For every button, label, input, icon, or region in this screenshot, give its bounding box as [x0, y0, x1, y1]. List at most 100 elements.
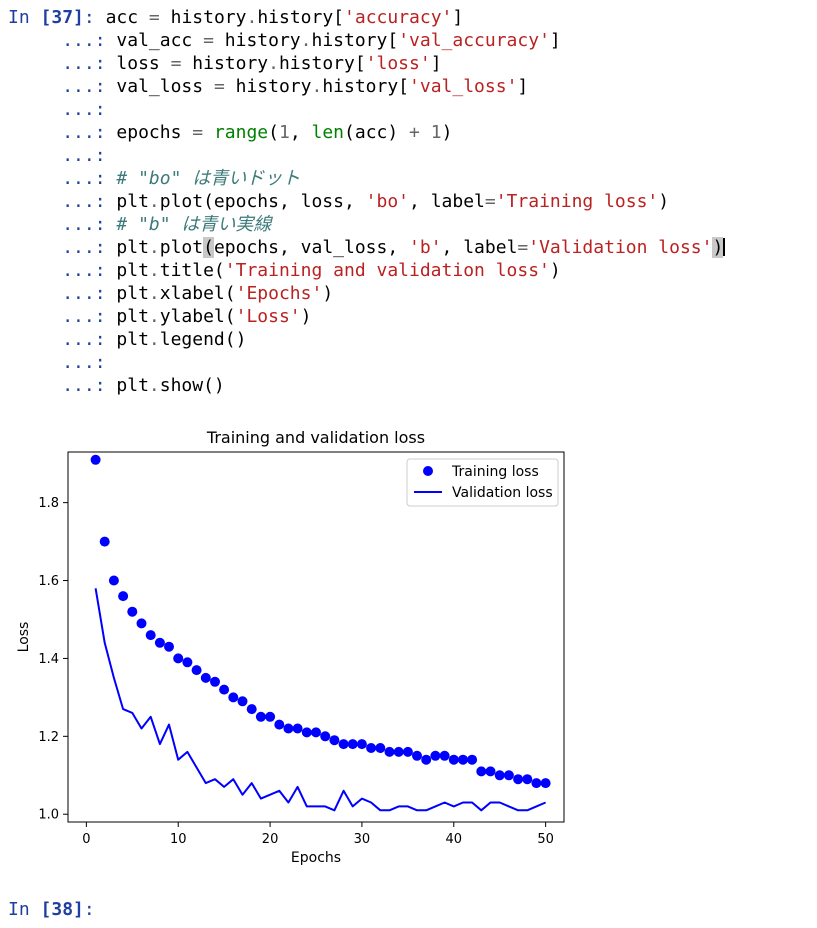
training-loss-point [118, 591, 129, 602]
training-loss-point [458, 754, 468, 765]
training-loss-point [154, 637, 165, 648]
x-tick-label: 20 [262, 832, 279, 847]
code-line-4[interactable]: ...: val_loss = history.history['val_los… [62, 76, 529, 97]
training-loss-point [182, 657, 193, 668]
continuation-prompt: ...: [62, 168, 106, 189]
code-line-14[interactable]: ...: plt.ylabel('Loss') [62, 306, 312, 327]
code-line-9[interactable]: ...: plt.plot(epochs, loss, 'bo', label=… [62, 191, 670, 212]
training-loss-point [366, 743, 377, 753]
training-loss-point [136, 618, 147, 629]
training-loss-point [384, 746, 395, 757]
training-loss-point [439, 750, 450, 761]
code-line-5[interactable]: ...: [8, 98, 106, 121]
training-loss-point [485, 766, 496, 777]
text-cursor [723, 238, 726, 256]
training-loss-point [412, 750, 422, 761]
y-tick-label: 1.8 [38, 496, 59, 511]
training-loss-point [540, 778, 551, 789]
continuation-prompt: ...: [62, 122, 106, 143]
continuation-prompt: ...: [62, 260, 106, 281]
continuation-prompt: ...: [62, 53, 106, 74]
input-prompt: In [37]: [8, 7, 95, 28]
training-loss-point [531, 778, 542, 789]
continuation-prompt: ...: [62, 352, 106, 373]
loss-chart: Training and validation loss 1.01.21.41.… [16, 428, 565, 866]
cell-border [0, 0, 5, 410]
x-tick-label: 0 [82, 832, 90, 847]
continuation-prompt: ...: [62, 99, 106, 120]
code-line-2[interactable]: ...: val_acc = history.history['val_accu… [62, 30, 561, 51]
training-loss-point [99, 536, 110, 547]
training-loss-point [246, 704, 257, 715]
training-loss-point [494, 770, 505, 781]
code-line-6[interactable]: ...: epochs = range(1, len(acc) + 1) [62, 122, 453, 143]
training-loss-point [393, 746, 404, 757]
continuation-prompt: ...: [62, 329, 106, 350]
code-line-11[interactable]: ...: plt.plot(epochs, val_loss, 'b', lab… [62, 237, 726, 258]
code-line-10[interactable]: ...: # "b" は青い実線 [8, 213, 271, 236]
training-loss-point [191, 665, 202, 676]
y-tick-label: 1.6 [38, 574, 59, 589]
training-loss-point [200, 672, 211, 683]
y-tick-label: 1.0 [38, 808, 59, 823]
code-line-8[interactable]: ...: # "bo" は青いドット [8, 167, 300, 190]
continuation-prompt: ...: [62, 237, 106, 258]
training-loss-point [448, 754, 459, 765]
code-line-16[interactable]: ...: [8, 351, 106, 374]
legend-label-validation: Validation loss [452, 485, 553, 501]
training-loss-point [467, 754, 478, 765]
training-loss-point [90, 454, 101, 465]
x-tick-label: 30 [354, 832, 371, 847]
training-loss-point [219, 684, 230, 695]
y-tick-label: 1.2 [38, 730, 59, 745]
code-line-13[interactable]: ...: plt.xlabel('Epochs') [62, 283, 334, 304]
training-loss-point [329, 735, 340, 746]
code-line-17[interactable]: ...: plt.show() [62, 375, 225, 396]
training-loss-point [292, 723, 303, 734]
x-axis: 0 10 20 30 40 50 [82, 822, 554, 847]
continuation-prompt: ...: [62, 306, 106, 327]
x-axis-label: Epochs [291, 850, 341, 866]
x-tick-label: 50 [537, 832, 554, 847]
continuation-prompt: ...: [62, 145, 106, 166]
training-loss-point [513, 774, 524, 785]
continuation-prompt: ...: [62, 283, 106, 304]
training-loss-point [237, 696, 248, 707]
code-line-1[interactable]: In [37]: acc = history.history['accuracy… [8, 7, 464, 28]
continuation-prompt: ...: [62, 191, 106, 212]
training-loss-point [145, 630, 156, 641]
series-layer [90, 454, 551, 812]
training-loss-point [375, 743, 386, 753]
continuation-prompt: ...: [62, 30, 106, 51]
code-line-7[interactable]: ...: [8, 144, 106, 167]
legend-box [406, 458, 559, 507]
training-loss-point [522, 774, 533, 785]
training-loss-point [301, 727, 312, 738]
x-tick-label: 10 [170, 832, 187, 847]
training-loss-point [320, 731, 331, 742]
x-tick-label: 40 [446, 832, 463, 847]
continuation-prompt: ...: [62, 214, 106, 235]
y-tick-label: 1.4 [38, 652, 59, 667]
training-loss-point [338, 739, 349, 750]
training-loss-point [173, 653, 184, 664]
legend: Training loss Validation loss [406, 458, 559, 507]
code-line-12[interactable]: ...: plt.title('Training and validation … [62, 260, 561, 281]
training-loss-point [311, 727, 321, 738]
training-loss-point [255, 711, 266, 722]
code-comment: # "bo" は青いドット [116, 168, 301, 189]
legend-label-training: Training loss [451, 464, 539, 480]
matched-bracket: ( [203, 237, 214, 258]
code-line-15[interactable]: ...: plt.legend() [62, 329, 247, 350]
training-loss-point [127, 606, 138, 617]
legend-marker-training [423, 466, 433, 476]
training-loss-point [228, 692, 239, 703]
code-line-3[interactable]: ...: loss = history.history['loss'] [62, 53, 442, 74]
training-loss-point [108, 575, 119, 586]
code-comment: # "b" は青い実線 [116, 214, 272, 235]
matched-bracket: ) [712, 237, 724, 258]
training-loss-point [265, 711, 276, 722]
y-axis-label: Loss [16, 622, 32, 653]
training-loss-point [274, 719, 285, 730]
next-cell-prompt[interactable]: In [38]: [8, 899, 95, 920]
